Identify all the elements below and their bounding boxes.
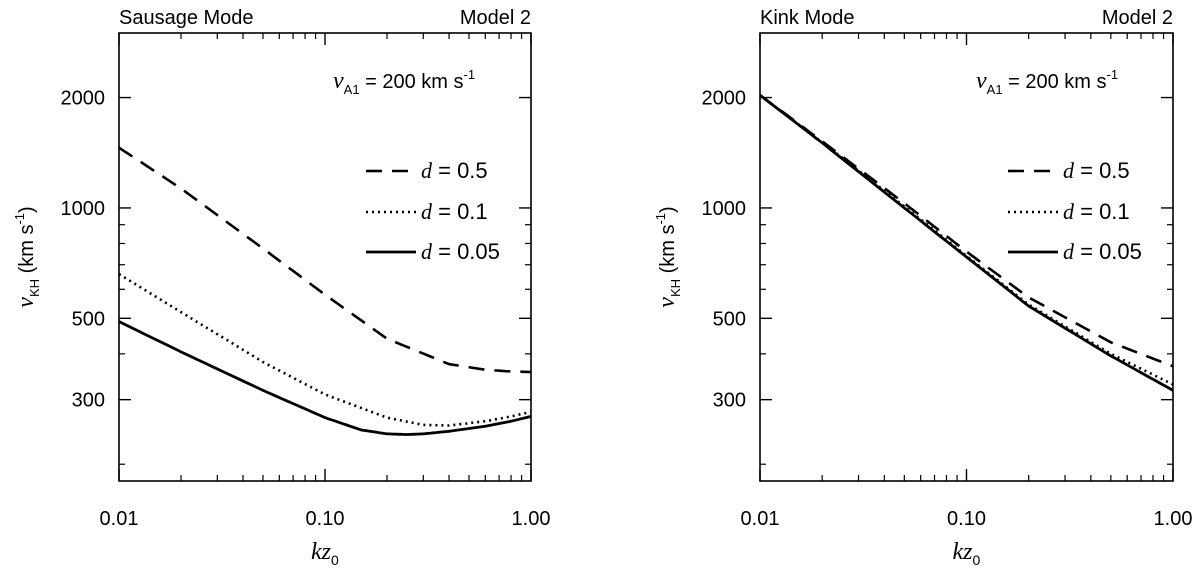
y-tick-label: 300 (713, 390, 746, 412)
x-tick-label: 1.00 (512, 508, 551, 530)
sausage-model-label: Model 2 (460, 7, 531, 29)
y-tick-label: 1000 (61, 198, 106, 220)
annotation-va1: vA1 = 200 km s-1 (976, 67, 1118, 97)
x-tick-label: 1.00 (1154, 508, 1193, 530)
y-tick-label: 300 (72, 390, 105, 412)
series-line-dotted (118, 272, 532, 427)
kink-title: Kink Mode (760, 7, 855, 29)
kink-mode-panel: Kink Mode Model 2 0.01 0.10 1.00 300 500 1000 20… (653, 7, 1192, 568)
legend-label: d = 0.05 (1063, 239, 1142, 264)
sausage-mode-panel: Sausage Mode Model 2 0.01 0.10 1.00 300 500 100… (12, 7, 550, 568)
series-line-solid (118, 320, 532, 436)
x-tick-label: 0.01 (100, 508, 139, 530)
x-axis-label: kz0 (311, 539, 339, 568)
annotation-va1: vA1 = 200 km s-1 (333, 67, 475, 97)
plot-frame (759, 32, 1174, 482)
y-axis-label: vKH (km s-1) (653, 206, 683, 307)
y-tick-label: 2000 (702, 88, 747, 110)
x-tick-label: 0.10 (947, 508, 986, 530)
legend-label: d = 0.05 (421, 239, 500, 264)
x-tick-label: 0.01 (741, 508, 780, 530)
kink-model-label: Model 2 (1102, 7, 1173, 29)
plot-frame (118, 32, 532, 482)
y-tick-label: 500 (713, 308, 746, 330)
legend-label: d = 0.5 (1063, 158, 1130, 183)
y-tick-label: 2000 (61, 88, 106, 110)
sausage-title: Sausage Mode (119, 7, 254, 29)
series-line-dashed (118, 146, 532, 374)
legend-label: d = 0.1 (421, 199, 488, 224)
x-axis-label: kz0 (953, 539, 981, 568)
y-axis-label: vKH (km s-1) (12, 206, 42, 307)
legend-label: d = 0.5 (421, 158, 488, 183)
series-line-solid (759, 94, 1174, 392)
series-line-dashed (759, 94, 1174, 368)
y-tick-label: 1000 (702, 198, 747, 220)
legend-label: d = 0.1 (1063, 199, 1130, 224)
y-tick-label: 500 (72, 308, 105, 330)
x-tick-label: 0.10 (306, 508, 345, 530)
